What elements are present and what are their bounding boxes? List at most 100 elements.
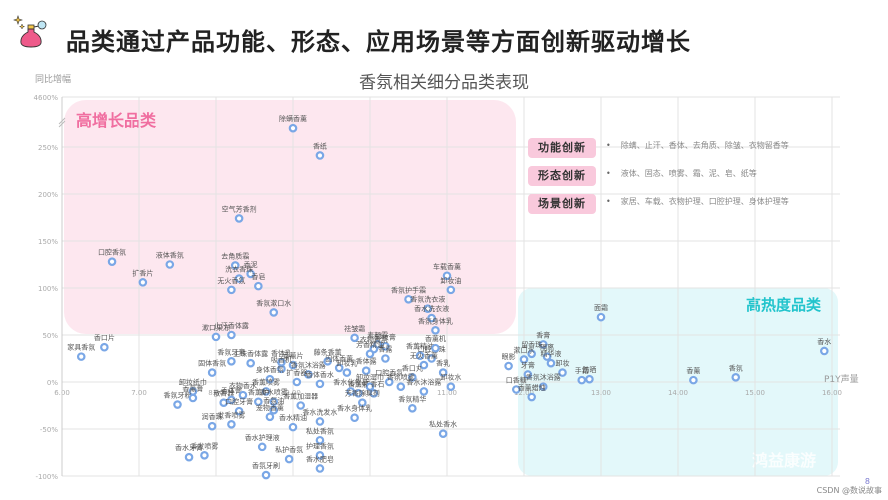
data-point-label: 车载香薰	[433, 262, 461, 271]
x-tick-label: 11.00	[437, 389, 457, 397]
legend-desc-form: 液体、固态、喷雾、霜、泥、皂、纸等	[606, 168, 757, 179]
legend-desc-function: 除螨、止汗、香体、去角质、除皱、衣物留香等	[606, 140, 789, 151]
data-point-label: 香氛牙膏	[217, 347, 245, 356]
data-point	[438, 368, 448, 377]
data-point-label: 香乳	[436, 359, 450, 368]
legend-function: 功能创新 除螨、止汗、香体、去角质、除皱、衣物留香等	[528, 136, 789, 158]
data-point-label: 香水喷雾	[260, 388, 288, 397]
data-point	[365, 349, 375, 359]
data-point-label: 香薰灯	[348, 379, 369, 388]
data-point	[269, 405, 279, 415]
y-tick-label: 250%	[38, 144, 58, 152]
data-point-label: 香薰片	[283, 351, 304, 360]
data-point	[527, 392, 537, 402]
data-point	[277, 364, 286, 374]
data-point-label: 留香珠	[521, 340, 542, 349]
data-point-label: 衣物香氛	[360, 335, 388, 344]
data-point	[76, 352, 86, 361]
data-point-label: 香氛沐浴露	[526, 373, 561, 382]
data-point	[350, 413, 359, 423]
data-point-label: 香薰精油	[406, 342, 434, 351]
data-point	[100, 342, 109, 352]
data-point	[238, 390, 248, 400]
data-point	[284, 454, 294, 464]
data-point	[381, 354, 390, 363]
data-point-label: 口腔香氛	[375, 368, 403, 377]
data-point-label: 漱口果冻	[202, 323, 230, 332]
data-point-label: 卸妆膏	[375, 332, 396, 341]
page-number: 8	[864, 477, 870, 486]
data-point	[315, 151, 325, 160]
data-point-label: 香薰喷雾	[252, 377, 280, 386]
data-point	[542, 352, 552, 361]
data-point	[257, 442, 267, 452]
high-growth-label: 高增长品类	[76, 111, 157, 130]
data-point-label: 香水牙膏	[175, 443, 203, 452]
data-point	[396, 382, 406, 392]
data-point-label: 香氛漱口水	[256, 298, 291, 307]
data-point-label: 香口丸	[402, 363, 423, 372]
data-point	[538, 340, 548, 349]
data-point-label: 香氛	[729, 363, 743, 372]
data-point-label: 私护香氛	[275, 445, 303, 454]
legend-scene: 场景创新 家居、车载、衣物护理、口腔护理、身体护理等	[528, 192, 789, 214]
y-tick-label: 4600%	[34, 94, 59, 102]
data-point-label: 香薰炉	[248, 388, 269, 397]
data-point-label: 洗衣香珠	[225, 265, 253, 274]
data-point-label: 祛皱霜	[344, 324, 365, 333]
data-point	[384, 377, 394, 387]
data-point-label: 香膏	[536, 330, 550, 339]
data-point-label: 眼影	[502, 352, 516, 361]
data-point-label: 香氛护手霜	[391, 285, 426, 294]
data-point	[261, 470, 271, 480]
data-point	[200, 451, 209, 460]
page-title: 品类通过产品功能、形态、应用场景等方面创新驱动增长	[66, 28, 691, 56]
data-point-label: 固体香氛	[198, 359, 226, 368]
data-point	[227, 330, 236, 340]
data-point-label: 防晒	[582, 365, 596, 374]
data-point-label: 香氛精华	[398, 394, 426, 403]
data-point	[246, 358, 255, 368]
data-point	[523, 370, 533, 379]
data-point-label: 香皂	[251, 272, 265, 281]
data-point-label: 芳香除臭剂	[345, 389, 380, 398]
data-point-label: 润香珠	[202, 412, 223, 421]
data-point-label: 私处香氛	[306, 426, 334, 435]
data-point	[246, 269, 255, 279]
data-point-label: 吸香机	[271, 355, 292, 364]
data-point-label: 除螨香薰	[279, 114, 307, 123]
data-point	[438, 429, 448, 439]
data-point	[731, 372, 741, 382]
data-point-label: 香氛喷雾	[387, 373, 415, 382]
data-point-label: 口腔牙膏	[225, 397, 253, 406]
data-point-label: 香发喷雾	[190, 441, 218, 450]
data-point	[269, 308, 279, 317]
data-point-label: 香口片	[94, 333, 115, 342]
data-point-label: 散香器	[213, 389, 234, 398]
data-point-label: 卸妆水	[440, 373, 461, 382]
data-point	[261, 387, 271, 396]
data-point	[288, 360, 298, 370]
data-point-label: 香水化妆品	[333, 377, 368, 386]
data-point-label: 精华液	[540, 349, 561, 358]
data-point	[527, 349, 537, 359]
data-point	[408, 404, 417, 413]
data-point	[234, 274, 244, 283]
data-point-label: 香体膏	[221, 386, 242, 395]
legend-form: 形态创新 液体、固态、喷雾、霜、泥、皂、纸等	[528, 164, 757, 186]
data-point-label: 香泥	[244, 260, 258, 269]
data-point-label: 口腔香氛	[98, 248, 126, 257]
data-point	[304, 370, 313, 379]
data-point	[227, 285, 236, 295]
data-point-label: 手霜	[575, 366, 589, 375]
legend-tag-scene: 场景创新	[528, 194, 596, 214]
data-point	[419, 360, 429, 370]
data-point-label: 香氛牙刷	[252, 461, 280, 470]
y-tick-label: 100%	[38, 285, 58, 293]
data-point-label: 香水精油	[279, 413, 307, 422]
data-point-label: 口香糖	[506, 376, 527, 385]
data-point-label: 香薰蜡烛	[518, 383, 546, 392]
data-point	[315, 451, 325, 460]
data-point	[265, 412, 275, 422]
